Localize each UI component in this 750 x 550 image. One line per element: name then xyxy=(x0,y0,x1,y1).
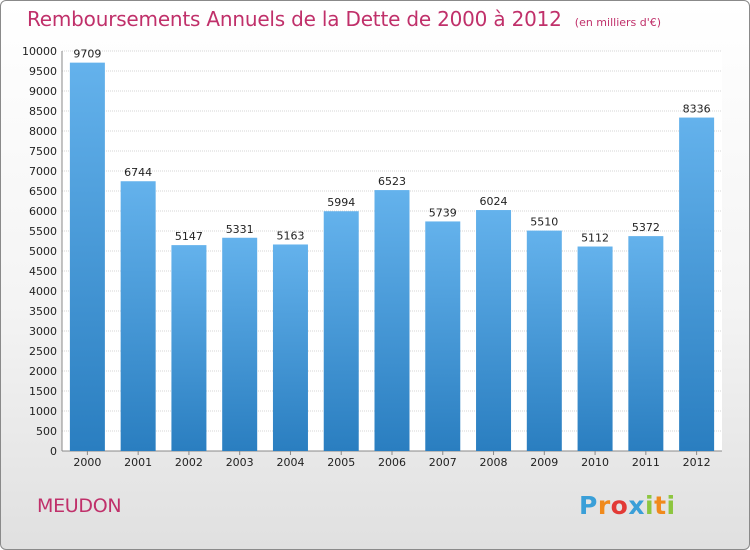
logo-letter: t xyxy=(654,491,667,520)
y-tick-label: 9500 xyxy=(29,65,57,78)
x-tick-label: 2000 xyxy=(73,456,101,469)
bar xyxy=(628,236,664,451)
x-tick-label: 2006 xyxy=(378,456,406,469)
data-label: 8336 xyxy=(683,103,711,116)
chart-title-block: Remboursements Annuels de la Dette de 20… xyxy=(27,7,661,31)
y-tick-label: 8500 xyxy=(29,105,57,118)
y-tick-label: 5000 xyxy=(29,245,57,258)
y-tick-label: 4000 xyxy=(29,285,57,298)
logo-letter: x xyxy=(628,491,645,520)
x-tick-label: 2012 xyxy=(683,456,711,469)
x-tick-label: 2005 xyxy=(327,456,355,469)
data-label: 6523 xyxy=(378,175,406,188)
y-tick-label: 9000 xyxy=(29,85,57,98)
x-tick-label: 2010 xyxy=(581,456,609,469)
y-tick-label: 0 xyxy=(50,445,57,458)
bar xyxy=(171,245,207,451)
logo-letter: i xyxy=(666,491,676,520)
city-name: MEUDON xyxy=(37,495,122,517)
y-tick-label: 1500 xyxy=(29,385,57,398)
bar xyxy=(120,181,156,452)
data-label: 5994 xyxy=(327,196,355,209)
x-tick-label: 2011 xyxy=(632,456,660,469)
chart-unit: (en milliers d'€) xyxy=(574,16,662,29)
y-tick-label: 3000 xyxy=(29,325,57,338)
y-tick-label: 500 xyxy=(36,425,57,438)
logo-letter: o xyxy=(610,491,629,520)
x-tick-label: 2004 xyxy=(276,456,304,469)
bar xyxy=(577,246,613,451)
x-tick-label: 2002 xyxy=(175,456,203,469)
y-tick-label: 5500 xyxy=(29,225,57,238)
bar xyxy=(374,190,410,451)
x-tick-label: 2003 xyxy=(226,456,254,469)
logo-letter: P xyxy=(579,491,598,520)
bar xyxy=(476,210,512,451)
y-tick-label: 2500 xyxy=(29,345,57,358)
data-label: 6024 xyxy=(480,195,508,208)
data-label: 5163 xyxy=(276,229,304,242)
data-label: 5112 xyxy=(581,232,609,245)
data-label: 5739 xyxy=(429,206,457,219)
bar xyxy=(272,244,308,451)
x-tick-label: 2007 xyxy=(429,456,457,469)
bar xyxy=(679,117,715,451)
data-label: 5510 xyxy=(530,216,558,229)
proxiti-logo: Proxiti xyxy=(579,491,676,520)
y-tick-label: 7500 xyxy=(29,145,57,158)
bar xyxy=(323,211,359,451)
y-tick-label: 3500 xyxy=(29,305,57,318)
bar xyxy=(222,237,258,451)
data-label: 5372 xyxy=(632,221,660,234)
y-tick-label: 6500 xyxy=(29,185,57,198)
y-tick-label: 7000 xyxy=(29,165,57,178)
y-tick-label: 2000 xyxy=(29,365,57,378)
y-tick-label: 6000 xyxy=(29,205,57,218)
x-tick-label: 2001 xyxy=(124,456,152,469)
chart-title: Remboursements Annuels de la Dette de 20… xyxy=(27,7,562,31)
y-tick-label: 1000 xyxy=(29,405,57,418)
y-tick-label: 4500 xyxy=(29,265,57,278)
x-tick-label: 2008 xyxy=(480,456,508,469)
y-tick-label: 10000 xyxy=(22,45,57,58)
data-label: 6744 xyxy=(124,166,152,179)
bar xyxy=(69,62,105,451)
bar xyxy=(526,230,562,451)
logo-letter: r xyxy=(597,491,611,520)
y-tick-label: 8000 xyxy=(29,125,57,138)
x-tick-label: 2009 xyxy=(530,456,558,469)
data-label: 5331 xyxy=(226,223,254,236)
bar xyxy=(425,221,461,451)
data-label: 5147 xyxy=(175,230,203,243)
logo-letter: i xyxy=(645,491,655,520)
data-label: 9709 xyxy=(73,48,101,61)
